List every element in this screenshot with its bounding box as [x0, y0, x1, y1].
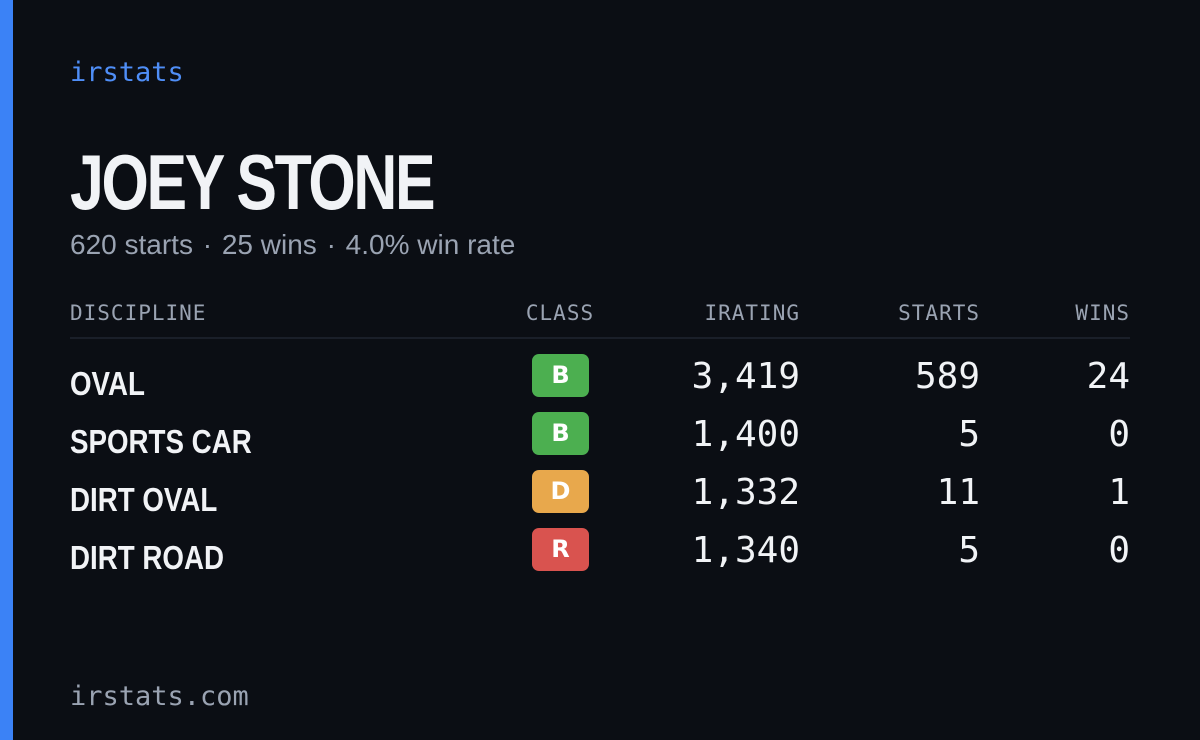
- irating-value: 1,332: [691, 472, 800, 513]
- irating-value: 1,340: [691, 530, 800, 571]
- discipline-name: SPORTS CAR: [70, 423, 252, 460]
- table-row: DIRT ROAD R 1,340 5 0: [70, 528, 1130, 586]
- table-row: SPORTS CAR B 1,400 5 0: [70, 412, 1130, 470]
- starts-value: 11: [936, 472, 980, 513]
- wins-value: 0: [1108, 414, 1130, 455]
- summary-separator: ·: [202, 229, 213, 260]
- column-header-wins: WINS: [1075, 301, 1130, 325]
- table-row: DIRT OVAL D 1,332 11 1: [70, 470, 1130, 528]
- discipline-name: DIRT OVAL: [70, 481, 218, 518]
- table-row: OVAL B 3,419 589 24: [70, 354, 1130, 412]
- summary-win-rate: 4.0% win rate: [345, 229, 516, 260]
- starts-value: 5: [958, 530, 980, 571]
- discipline-name: OVAL: [70, 365, 145, 402]
- summary-wins: 25 wins: [221, 229, 317, 260]
- accent-bar: [0, 0, 13, 740]
- summary-separator: ·: [326, 229, 336, 260]
- summary-starts: 620 starts: [70, 229, 193, 260]
- license-class-badge: B: [532, 412, 589, 455]
- column-header-irating: IRATING: [704, 301, 800, 325]
- column-header-discipline: DISCIPLINE: [70, 301, 207, 325]
- license-class-badge: B: [532, 354, 589, 397]
- player-name: JOEY STONE: [70, 138, 436, 226]
- irating-value: 3,419: [691, 356, 800, 397]
- irating-value: 1,400: [691, 414, 800, 455]
- discipline-name: DIRT ROAD: [70, 539, 224, 576]
- player-summary: 620 starts · 25 wins · 4.0% win rate: [70, 228, 515, 262]
- column-header-class: CLASS: [525, 301, 595, 325]
- license-class-badge: R: [532, 528, 589, 571]
- starts-value: 589: [914, 356, 980, 397]
- wins-value: 1: [1108, 472, 1130, 513]
- column-header-starts: STARTS: [898, 301, 980, 325]
- license-class-badge: D: [532, 470, 589, 513]
- brand-logo[interactable]: irstats: [70, 57, 184, 88]
- starts-value: 5: [958, 414, 980, 455]
- wins-value: 0: [1108, 530, 1130, 571]
- discipline-stats-table: DISCIPLINE CLASS IRATING STARTS WINS OVA…: [70, 296, 1130, 576]
- wins-value: 24: [1086, 356, 1130, 397]
- table-header-row: DISCIPLINE CLASS IRATING STARTS WINS: [70, 296, 1130, 339]
- footer-site-url[interactable]: irstats.com: [70, 681, 249, 712]
